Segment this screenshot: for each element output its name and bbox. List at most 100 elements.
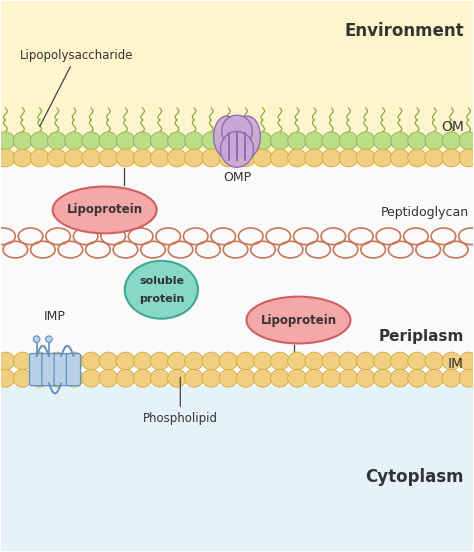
Ellipse shape	[339, 149, 358, 167]
Ellipse shape	[288, 369, 306, 387]
Ellipse shape	[305, 132, 324, 150]
Ellipse shape	[30, 149, 49, 167]
Ellipse shape	[235, 116, 260, 157]
FancyBboxPatch shape	[42, 353, 56, 386]
Text: OMP: OMP	[223, 171, 251, 184]
Ellipse shape	[47, 369, 66, 387]
Ellipse shape	[13, 149, 32, 167]
Ellipse shape	[339, 369, 358, 387]
Ellipse shape	[271, 149, 289, 167]
Ellipse shape	[133, 369, 152, 387]
Ellipse shape	[47, 149, 66, 167]
Ellipse shape	[425, 352, 444, 370]
Ellipse shape	[150, 132, 169, 150]
Ellipse shape	[168, 149, 186, 167]
Ellipse shape	[47, 352, 66, 370]
Ellipse shape	[442, 149, 461, 167]
Ellipse shape	[99, 352, 118, 370]
Ellipse shape	[356, 352, 375, 370]
Ellipse shape	[219, 352, 238, 370]
Text: Phospholipid: Phospholipid	[143, 378, 218, 425]
Ellipse shape	[254, 149, 272, 167]
Ellipse shape	[202, 352, 220, 370]
Text: Lipopolysaccharide: Lipopolysaccharide	[19, 49, 133, 126]
Ellipse shape	[374, 352, 392, 370]
Ellipse shape	[64, 149, 83, 167]
FancyBboxPatch shape	[66, 353, 81, 386]
Ellipse shape	[442, 369, 461, 387]
Text: IM: IM	[448, 357, 464, 371]
Ellipse shape	[374, 132, 392, 150]
Ellipse shape	[425, 369, 444, 387]
Ellipse shape	[222, 115, 252, 147]
Ellipse shape	[391, 369, 410, 387]
Ellipse shape	[305, 352, 324, 370]
Ellipse shape	[64, 352, 83, 370]
Ellipse shape	[459, 132, 474, 150]
Ellipse shape	[339, 352, 358, 370]
Ellipse shape	[185, 132, 203, 150]
Ellipse shape	[391, 352, 410, 370]
Ellipse shape	[82, 149, 100, 167]
Ellipse shape	[0, 352, 15, 370]
Ellipse shape	[220, 131, 254, 167]
Ellipse shape	[116, 132, 135, 150]
Ellipse shape	[33, 336, 40, 342]
Ellipse shape	[356, 369, 375, 387]
Ellipse shape	[13, 352, 32, 370]
Ellipse shape	[150, 369, 169, 387]
Ellipse shape	[219, 369, 238, 387]
Ellipse shape	[47, 132, 66, 150]
Ellipse shape	[202, 149, 220, 167]
Ellipse shape	[202, 369, 220, 387]
Ellipse shape	[202, 132, 220, 150]
Ellipse shape	[13, 132, 32, 150]
Ellipse shape	[442, 132, 461, 150]
Ellipse shape	[408, 369, 427, 387]
Ellipse shape	[185, 149, 203, 167]
Ellipse shape	[288, 352, 306, 370]
Ellipse shape	[125, 261, 198, 319]
Ellipse shape	[271, 132, 289, 150]
Ellipse shape	[133, 132, 152, 150]
Ellipse shape	[322, 149, 341, 167]
Ellipse shape	[356, 132, 375, 150]
Ellipse shape	[374, 149, 392, 167]
Ellipse shape	[254, 352, 272, 370]
Ellipse shape	[0, 369, 15, 387]
Ellipse shape	[168, 352, 186, 370]
Text: Lipoprotein: Lipoprotein	[67, 204, 143, 216]
Text: protein: protein	[139, 294, 184, 304]
Ellipse shape	[391, 132, 410, 150]
Ellipse shape	[408, 149, 427, 167]
Ellipse shape	[116, 149, 135, 167]
Ellipse shape	[271, 369, 289, 387]
Ellipse shape	[271, 352, 289, 370]
Ellipse shape	[246, 296, 350, 343]
Ellipse shape	[219, 149, 238, 167]
Ellipse shape	[99, 149, 118, 167]
Ellipse shape	[322, 369, 341, 387]
Ellipse shape	[13, 369, 32, 387]
Ellipse shape	[0, 132, 15, 150]
Ellipse shape	[82, 352, 100, 370]
Ellipse shape	[64, 369, 83, 387]
Ellipse shape	[425, 149, 444, 167]
Ellipse shape	[408, 352, 427, 370]
Text: Lipoprotein: Lipoprotein	[260, 314, 337, 327]
Ellipse shape	[254, 132, 272, 150]
Ellipse shape	[322, 352, 341, 370]
Ellipse shape	[46, 336, 52, 342]
Ellipse shape	[425, 132, 444, 150]
Text: Peptidoglycan: Peptidoglycan	[381, 206, 469, 219]
Text: soluble: soluble	[139, 276, 184, 286]
Text: OM: OM	[441, 120, 464, 134]
Ellipse shape	[185, 369, 203, 387]
Ellipse shape	[150, 352, 169, 370]
Ellipse shape	[30, 132, 49, 150]
Ellipse shape	[459, 369, 474, 387]
Ellipse shape	[133, 352, 152, 370]
Ellipse shape	[391, 149, 410, 167]
Ellipse shape	[254, 369, 272, 387]
Ellipse shape	[305, 149, 324, 167]
